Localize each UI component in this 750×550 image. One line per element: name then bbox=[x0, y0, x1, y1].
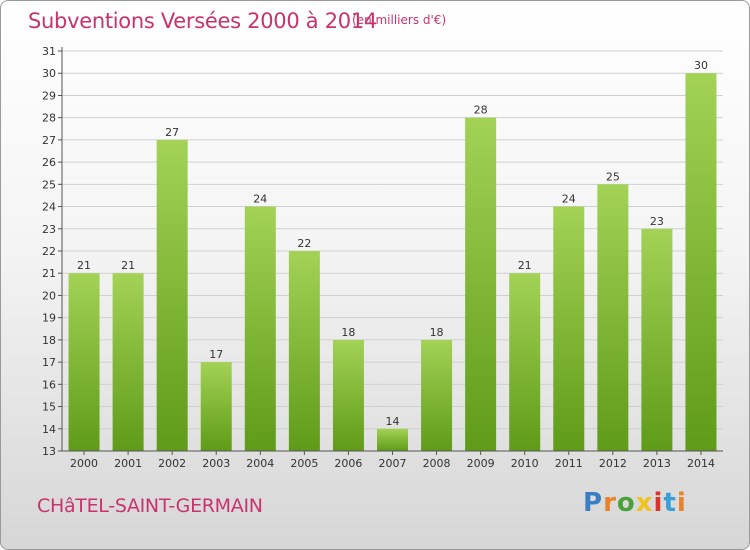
x-tick-label: 2001 bbox=[114, 457, 142, 470]
data-label: 28 bbox=[474, 104, 488, 117]
y-tick-label: 29 bbox=[42, 89, 56, 102]
y-tick-label: 17 bbox=[42, 356, 56, 369]
x-tick-label: 2009 bbox=[467, 457, 495, 470]
y-tick-label: 23 bbox=[42, 223, 56, 236]
x-tick-label: 2008 bbox=[423, 457, 451, 470]
logo-letter: i bbox=[653, 488, 664, 518]
bar bbox=[244, 206, 276, 451]
data-label: 17 bbox=[209, 348, 223, 361]
y-tick-label: 21 bbox=[42, 267, 56, 280]
x-tick-label: 2004 bbox=[246, 457, 274, 470]
data-label: 14 bbox=[386, 415, 400, 428]
data-label: 25 bbox=[606, 170, 620, 183]
axes: 13 14 15 16 17 18 19 20 21 22 23 24 25 26 27 28 29 30 31 20… bbox=[42, 45, 723, 470]
data-label: 18 bbox=[430, 326, 444, 339]
data-label: 21 bbox=[121, 259, 135, 272]
logo-letter: i bbox=[676, 488, 687, 518]
y-tick-label: 27 bbox=[42, 134, 56, 147]
y-tick-label: 20 bbox=[42, 289, 56, 302]
x-tick-label: 2002 bbox=[158, 457, 186, 470]
data-label: 27 bbox=[165, 126, 179, 139]
data-label: 21 bbox=[77, 259, 91, 272]
y-tick-label: 24 bbox=[42, 201, 56, 214]
x-tick-label: 2000 bbox=[70, 457, 98, 470]
logo-letter: P bbox=[583, 488, 604, 518]
bar bbox=[509, 273, 541, 451]
y-tick-label: 15 bbox=[42, 401, 56, 414]
bar bbox=[288, 251, 320, 451]
logo-letter: x bbox=[635, 488, 654, 518]
x-tick-label: 2010 bbox=[511, 457, 539, 470]
bar bbox=[685, 73, 717, 451]
x-tick-label: 2011 bbox=[555, 457, 583, 470]
bar bbox=[200, 362, 232, 451]
chart-subtitle: (en milliers d'€) bbox=[352, 13, 447, 27]
x-tick-label: 2005 bbox=[290, 457, 318, 470]
logo-letter: t bbox=[663, 488, 677, 518]
bar bbox=[377, 428, 408, 451]
data-label: 21 bbox=[518, 259, 532, 272]
data-label: 23 bbox=[650, 215, 664, 228]
bar bbox=[68, 273, 100, 451]
y-tick-label: 28 bbox=[42, 112, 56, 125]
x-tick-label: 2014 bbox=[687, 457, 715, 470]
bar bbox=[156, 139, 188, 451]
data-label: 18 bbox=[341, 326, 355, 339]
x-tick-label: 2012 bbox=[599, 457, 627, 470]
bar bbox=[421, 339, 453, 451]
y-tick-label: 13 bbox=[42, 445, 56, 458]
bar bbox=[465, 117, 497, 452]
data-label: 30 bbox=[694, 59, 708, 72]
x-tick-label: 2013 bbox=[643, 457, 671, 470]
y-tick-label: 22 bbox=[42, 245, 56, 258]
bar bbox=[597, 184, 629, 452]
y-tick-label: 18 bbox=[42, 334, 56, 347]
y-tick-label: 19 bbox=[42, 312, 56, 325]
bar bbox=[112, 273, 144, 451]
logo-letter: r bbox=[603, 488, 617, 518]
proxiti-logo[interactable]: Proxiti bbox=[583, 488, 687, 518]
logo-letter: o bbox=[616, 488, 636, 518]
data-label: 24 bbox=[562, 193, 576, 206]
y-tick-label: 25 bbox=[42, 178, 56, 191]
x-tick-label: 2006 bbox=[334, 457, 362, 470]
bar bbox=[332, 339, 364, 451]
data-label: 24 bbox=[253, 193, 267, 206]
y-tick-label: 16 bbox=[42, 378, 56, 391]
place-name: CHâTEL-SAINT-GERMAIN bbox=[37, 495, 263, 517]
bars: 21 21 27 17 24 22 18 14 18 28 21 24 25 23 30 bbox=[68, 59, 717, 452]
chart-title: Subventions Versées 2000 à 2014 bbox=[28, 9, 377, 33]
x-tick-label: 2007 bbox=[379, 457, 407, 470]
y-tick-label: 31 bbox=[42, 45, 56, 58]
y-tick-label: 30 bbox=[42, 67, 56, 80]
y-tick-label: 14 bbox=[42, 423, 56, 436]
bar bbox=[553, 206, 585, 451]
y-tick-label: 26 bbox=[42, 156, 56, 169]
data-label: 22 bbox=[297, 237, 311, 250]
x-tick-label: 2003 bbox=[202, 457, 230, 470]
bar bbox=[641, 228, 673, 451]
